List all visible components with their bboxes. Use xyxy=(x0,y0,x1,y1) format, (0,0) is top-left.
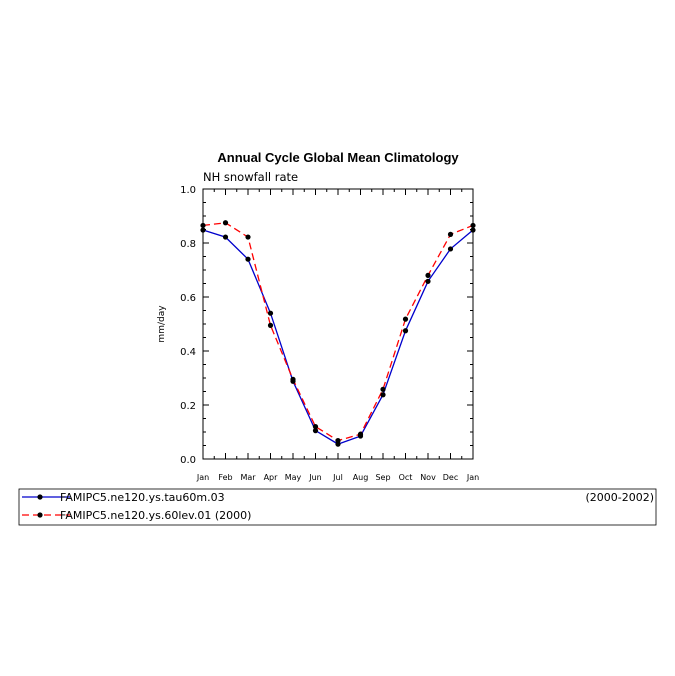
x-tick-label: Sep xyxy=(375,473,390,482)
data-point xyxy=(470,227,476,233)
data-point xyxy=(447,246,454,252)
y-tick-label: 1.0 xyxy=(180,185,196,196)
axes: Jan Feb Mar Apr May Jun Jul Aug Sep Oct Nov Dec Jan0… xyxy=(180,185,479,482)
chart-title: Annual Cycle Global Mean Climatology xyxy=(217,150,459,165)
x-tick-label: Dec xyxy=(443,473,458,482)
data-point xyxy=(470,222,476,229)
x-tick-label: Oct xyxy=(399,473,413,482)
data-point xyxy=(222,220,229,226)
series-line-1 xyxy=(202,229,474,445)
data-point xyxy=(335,438,341,444)
x-tick-label: Mar xyxy=(240,473,256,482)
x-tick-label: Feb xyxy=(218,473,232,482)
data-point xyxy=(312,428,319,434)
data-point xyxy=(200,227,206,233)
data-point xyxy=(312,424,319,430)
data-point xyxy=(380,392,386,398)
data-point xyxy=(380,386,386,392)
x-tick-label: Nov xyxy=(420,473,436,482)
data-point xyxy=(402,328,409,334)
y-tick-label: 0.6 xyxy=(180,293,196,304)
series-lines xyxy=(202,222,474,445)
y-tick-label: 0.0 xyxy=(180,455,196,466)
y-tick-label: 0.2 xyxy=(180,401,196,412)
data-point xyxy=(425,272,431,278)
data-point xyxy=(290,376,296,382)
x-tick-label: Jan xyxy=(196,473,209,482)
y-axis-label: mm/day xyxy=(157,305,167,343)
y-tick-label: 0.8 xyxy=(180,239,196,250)
plot-frame xyxy=(202,188,474,460)
x-tick-label: May xyxy=(285,473,302,482)
data-point xyxy=(402,316,409,322)
data-point xyxy=(222,234,229,240)
data-point xyxy=(447,231,454,237)
x-tick-label: Aug xyxy=(353,473,369,482)
data-point xyxy=(245,234,251,240)
data-point xyxy=(267,310,274,316)
x-tick-label: Jun xyxy=(308,473,322,482)
legend-box xyxy=(18,488,657,526)
legend-label-2: FAMIPC5.ne120.ys.60lev.01 (2000) xyxy=(60,509,251,522)
x-tick-label: Jul xyxy=(332,473,343,482)
legend: FAMIPC5.ne120.ys.tau60m.03 (2000-2002) FAM… xyxy=(22,491,654,522)
data-point xyxy=(245,256,251,262)
series-markers xyxy=(200,220,476,447)
chart-subtitle: NH snowfall rate xyxy=(203,170,298,184)
data-point xyxy=(357,431,364,437)
x-tick-label: Jan xyxy=(466,473,479,482)
x-tick-label: Apr xyxy=(264,473,279,482)
data-point xyxy=(200,222,206,229)
legend-period-1: (2000-2002) xyxy=(585,491,654,504)
legend-label-1: FAMIPC5.ne120.ys.tau60m.03 xyxy=(60,491,225,504)
legend-marker-1 xyxy=(37,494,43,500)
y-tick-label: 0.4 xyxy=(180,347,196,358)
data-point xyxy=(425,278,431,284)
legend-marker-2 xyxy=(37,512,43,518)
data-point xyxy=(267,322,274,328)
